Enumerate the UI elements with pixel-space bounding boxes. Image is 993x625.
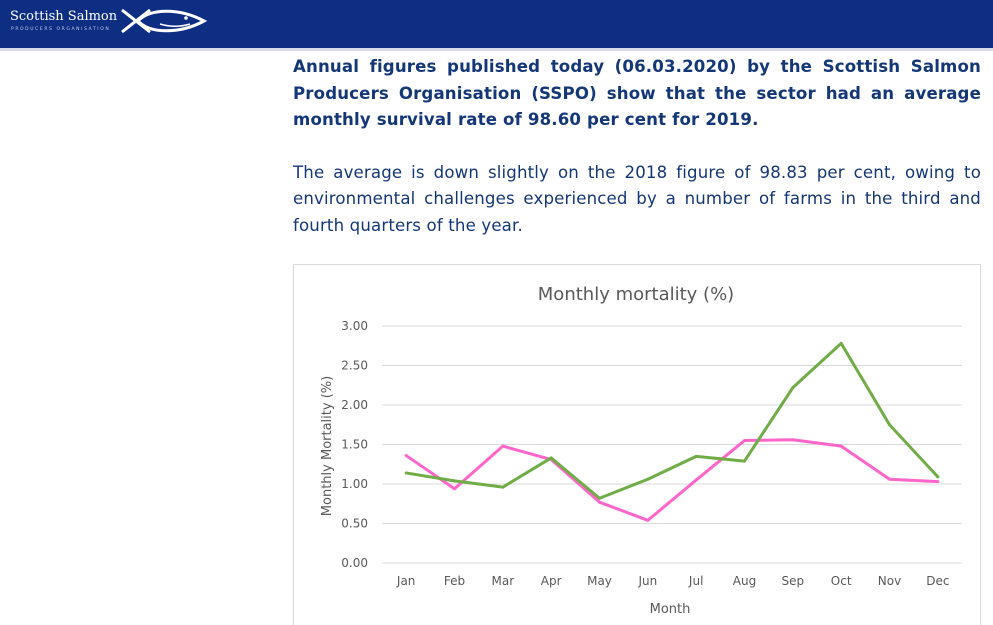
- x-tick-label: Jan: [396, 574, 416, 588]
- x-tick-label: Feb: [444, 574, 465, 588]
- x-tick-label: Nov: [878, 574, 901, 588]
- series-0-point: [888, 477, 891, 481]
- series-0-point: [646, 518, 650, 522]
- series-1-point: [598, 496, 601, 500]
- series-1-point: [501, 485, 505, 489]
- series-0-point: [598, 500, 601, 504]
- site-header: Scottish Salmon PRODUCERS ORGANISATION: [0, 0, 993, 51]
- x-tick-label: Oct: [831, 574, 852, 588]
- brand-name: Scottish Salmon: [10, 9, 118, 24]
- series-1-point: [791, 386, 795, 390]
- series-1-point: [888, 423, 891, 427]
- x-tick-label: Sep: [782, 574, 805, 588]
- x-tick-label: Mar: [492, 574, 515, 588]
- y-tick-label: 1.00: [341, 477, 368, 491]
- series-0-point: [839, 444, 843, 448]
- series-0-point: [694, 478, 698, 482]
- y-tick-label: 0.00: [341, 556, 368, 570]
- fish-icon: [121, 8, 208, 34]
- article-lead: Annual figures published today (06.03.20…: [293, 57, 981, 129]
- x-tick-label: Jun: [637, 574, 657, 588]
- chart-series: [404, 341, 940, 522]
- series-1-point: [936, 475, 940, 479]
- x-tick-label: Dec: [926, 574, 949, 588]
- x-axis-ticks: Jan Feb Mar Apr May Jun Jul Aug Sep Oct Nov Dec: [396, 574, 950, 588]
- series-line-0: [405, 438, 938, 522]
- y-tick-label: 3.00: [341, 319, 368, 333]
- series-0-point: [936, 480, 940, 484]
- y-tick-label: 0.50: [341, 517, 368, 531]
- x-tick-label: May: [587, 574, 612, 588]
- x-tick-label: Jul: [688, 574, 703, 588]
- y-axis-ticks: 0.00 0.50 1.00 1.50 2.00 2.50 3.00: [341, 319, 368, 570]
- article-body: The average is down slightly on the 2018…: [293, 162, 981, 235]
- chart-title: Monthly mortality (%): [538, 284, 734, 305]
- series-1-point: [743, 459, 746, 463]
- series-1-point: [646, 477, 650, 481]
- mortality-chart-svg: Monthly mortality (%) 0.00 0.50 1.00 1.50 2.…: [320, 284, 962, 617]
- series-1-point: [549, 456, 553, 460]
- series-0-point: [453, 487, 456, 491]
- series-line-1: [405, 341, 939, 500]
- y-tick-label: 2.50: [341, 359, 368, 373]
- series-1-point: [694, 454, 698, 458]
- y-tick-label: 1.50: [341, 438, 368, 452]
- article-content: Annual figures published today (06.03.20…: [293, 54, 981, 239]
- series-1-point: [453, 479, 456, 483]
- y-axis-label: Monthly Mortality (%): [320, 376, 335, 516]
- series-1-point: [839, 341, 843, 345]
- brand-subtitle: PRODUCERS ORGANISATION: [11, 27, 111, 32]
- y-tick-label: 2.00: [341, 398, 368, 412]
- series-1-point: [404, 471, 408, 475]
- series-0-point: [743, 439, 746, 443]
- series-0-point: [791, 438, 795, 442]
- x-axis-label: Month: [650, 602, 691, 617]
- chart-gridlines: [382, 325, 962, 564]
- x-tick-label: Apr: [541, 574, 562, 588]
- series-0-point: [404, 454, 408, 458]
- series-0-point: [501, 444, 505, 448]
- x-tick-label: Aug: [733, 574, 756, 588]
- mortality-chart: Monthly mortality (%) 0.00 0.50 1.00 1.50 2.…: [293, 264, 981, 625]
